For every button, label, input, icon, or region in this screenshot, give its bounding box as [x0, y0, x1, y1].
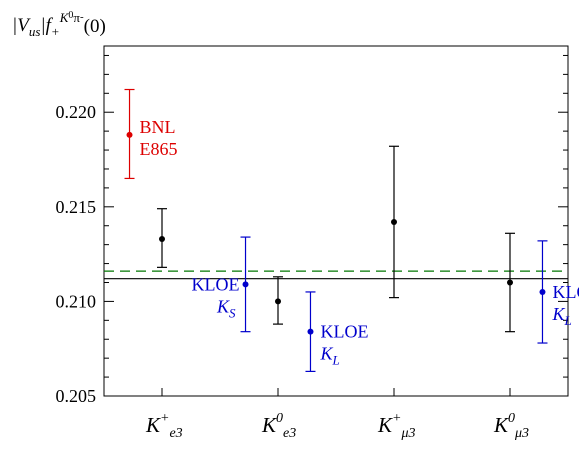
data-points: BNLE865KLOEKSKLOEKLKLOEKL [124, 88, 579, 373]
plot-frame [103, 45, 569, 397]
point-label-line1: KLOE [552, 282, 579, 302]
y-tick-label: 0.210 [56, 291, 97, 311]
x-category-label: K+μ3 [377, 411, 416, 441]
x-axis-labels: K+e3 K0e3 K+μ3 K0μ3 [145, 411, 529, 441]
y-tick-label: 0.220 [56, 102, 97, 122]
reference-lines [104, 270, 568, 280]
point-label-line1: KLOE [320, 322, 368, 342]
data-point [275, 298, 281, 305]
point-label-line2: KS [216, 296, 236, 320]
y-tick-label: 0.205 [56, 386, 97, 406]
x-category-label: K0μ3 [493, 411, 529, 441]
data-point [126, 131, 133, 138]
data-point [391, 218, 397, 225]
y-axis-label: |Vus|f+K0π-(0) [12, 10, 106, 39]
point-label-line2: KL [319, 344, 339, 368]
y-axis-ticks: 0.205 0.210 0.215 0.220 [56, 54, 568, 406]
point-label-line2: KL [551, 304, 571, 328]
x-category-label: K0e3 [261, 411, 296, 441]
y-tick-label: 0.215 [56, 197, 97, 217]
data-point [307, 328, 314, 335]
data-point [242, 281, 249, 288]
point-label-line1: BNL [140, 117, 176, 137]
point-label-line2: E865 [140, 139, 178, 159]
x-category-label: K+e3 [145, 411, 183, 441]
point-label-line1: KLOE [192, 274, 240, 294]
data-point [539, 288, 546, 295]
data-point [159, 235, 165, 242]
data-point [507, 279, 513, 286]
